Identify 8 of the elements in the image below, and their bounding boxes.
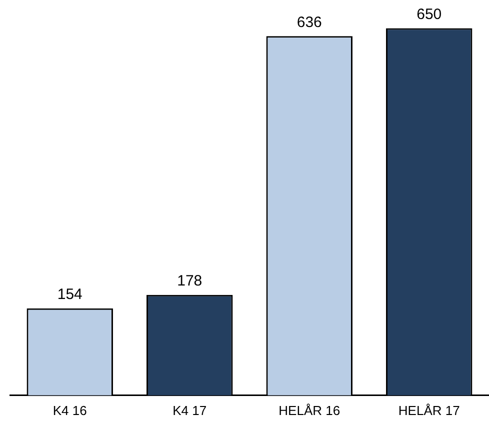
x-tick-label: K4 16 — [52, 402, 87, 418]
data-label: 636 — [296, 14, 322, 31]
data-label: 178 — [177, 272, 202, 290]
data-label: 154 — [57, 286, 82, 304]
data-label: 650 — [416, 6, 442, 23]
x-tick-label: HELÅR 16 — [278, 402, 340, 418]
x-tick-label: K4 17 — [172, 402, 207, 418]
x-tick-label: HELÅR 17 — [398, 402, 460, 418]
